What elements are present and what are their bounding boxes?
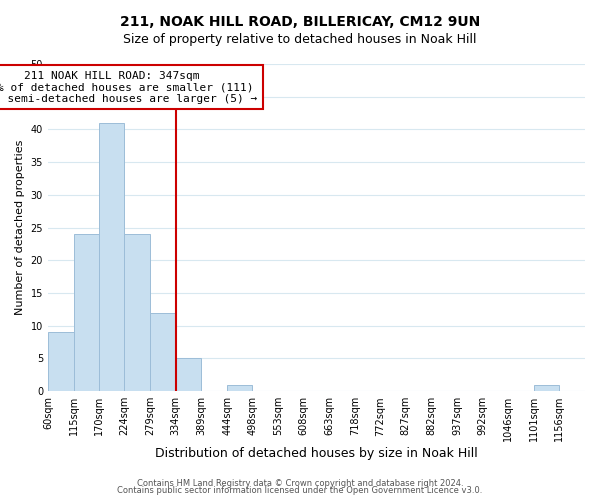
- Bar: [124, 234, 150, 391]
- X-axis label: Distribution of detached houses by size in Noak Hill: Distribution of detached houses by size …: [155, 447, 478, 460]
- Bar: [150, 312, 176, 391]
- Bar: [74, 234, 99, 391]
- Text: 211, NOAK HILL ROAD, BILLERICAY, CM12 9UN: 211, NOAK HILL ROAD, BILLERICAY, CM12 9U…: [120, 15, 480, 29]
- Text: 211 NOAK HILL ROAD: 347sqm
← 96% of detached houses are smaller (111)
4% of semi: 211 NOAK HILL ROAD: 347sqm ← 96% of deta…: [0, 70, 257, 104]
- Y-axis label: Number of detached properties: Number of detached properties: [15, 140, 25, 316]
- Bar: [48, 332, 74, 391]
- Bar: [176, 358, 202, 391]
- Bar: [227, 384, 252, 391]
- Text: Contains public sector information licensed under the Open Government Licence v3: Contains public sector information licen…: [118, 486, 482, 495]
- Bar: [533, 384, 559, 391]
- Text: Size of property relative to detached houses in Noak Hill: Size of property relative to detached ho…: [123, 32, 477, 46]
- Text: Contains HM Land Registry data © Crown copyright and database right 2024.: Contains HM Land Registry data © Crown c…: [137, 478, 463, 488]
- Bar: [99, 123, 124, 391]
